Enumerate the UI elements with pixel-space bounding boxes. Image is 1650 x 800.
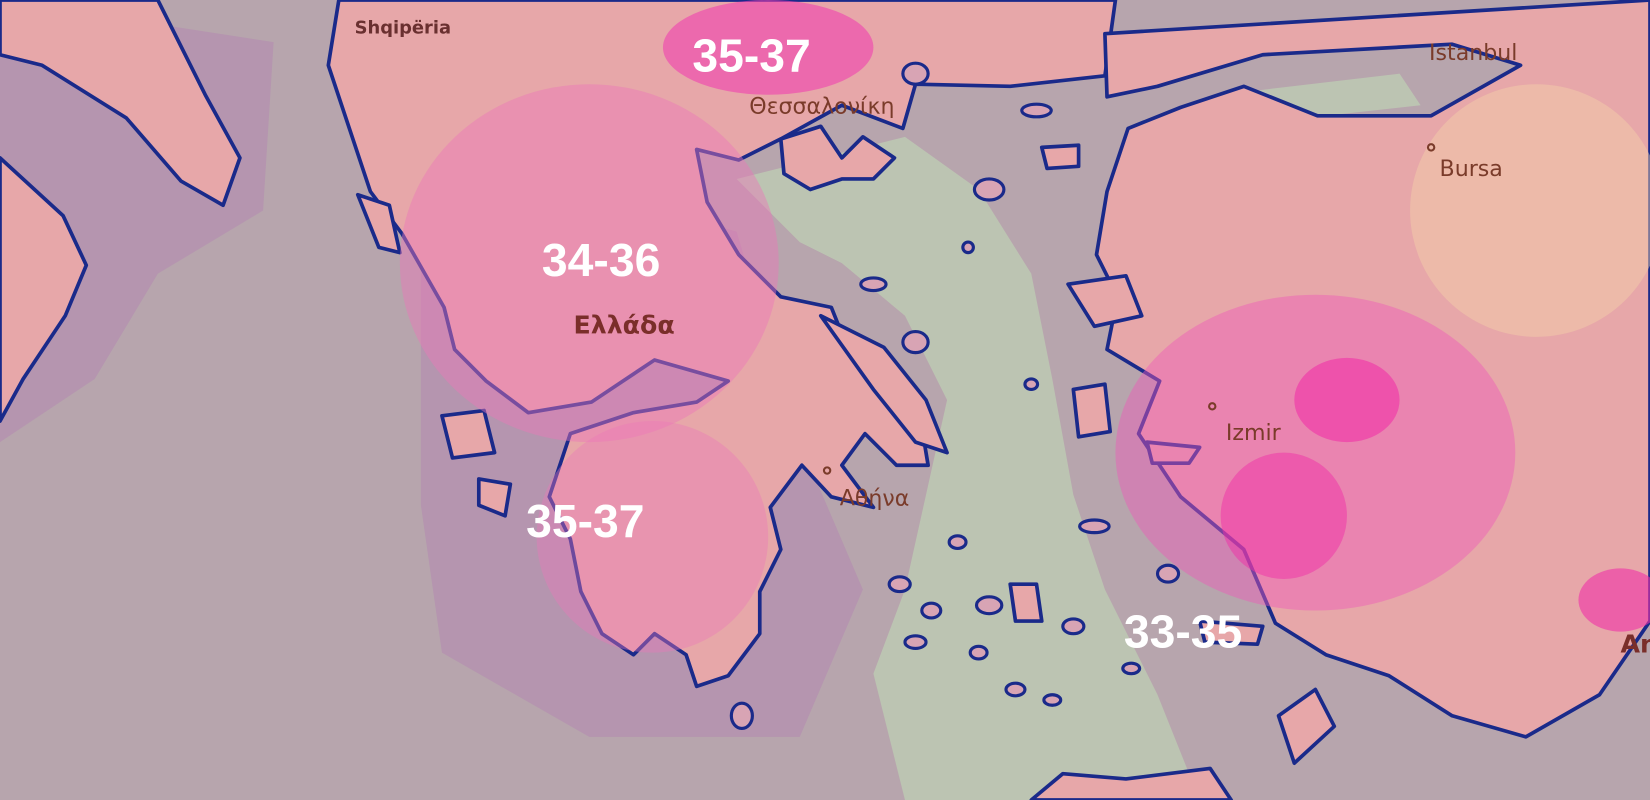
heat-overlay [399, 0, 1650, 653]
temp-label-central-greece: 34-36 [542, 234, 660, 286]
label-izmir: Izmir [1226, 420, 1282, 446]
kos [1197, 619, 1265, 647]
istanbul-dot [1426, 143, 1436, 152]
corfu [355, 192, 402, 255]
italy-heel [0, 0, 242, 208]
temp-label-aegean-islands: 33-35 [1124, 605, 1242, 657]
thasos [1039, 143, 1081, 171]
small-islands [729, 61, 1181, 730]
cool-sea-marmara [1220, 73, 1421, 116]
chalkidiki [778, 124, 897, 192]
label-thessaloniki: Θεσσαλονίκη [749, 94, 894, 120]
label-athens: Αθήνα [840, 485, 910, 511]
naxos [1008, 582, 1044, 623]
lesbos [1066, 273, 1144, 329]
label-bursa: Bursa [1440, 156, 1503, 182]
italy-calabria [0, 156, 89, 423]
kefalonia [440, 408, 497, 460]
label-greece: Ελλάδα [574, 311, 675, 340]
temp-label-north-greece: 35-37 [692, 30, 810, 82]
cool-sea-zone [736, 136, 1200, 800]
label-albania: Shqipëria [355, 18, 451, 39]
crete [1029, 766, 1234, 800]
zakynthos [476, 477, 513, 518]
label-antalya: An [1621, 630, 1650, 659]
izmir-dot [1208, 402, 1217, 411]
samos [1145, 440, 1202, 465]
athens-dot [822, 466, 832, 475]
evia [818, 313, 949, 455]
temp-label-peloponnese: 35-37 [526, 495, 644, 547]
rhodes [1276, 687, 1337, 765]
balkans-greece [326, 0, 1118, 689]
chios [1071, 382, 1113, 439]
label-istanbul: Istanbul [1429, 40, 1517, 66]
